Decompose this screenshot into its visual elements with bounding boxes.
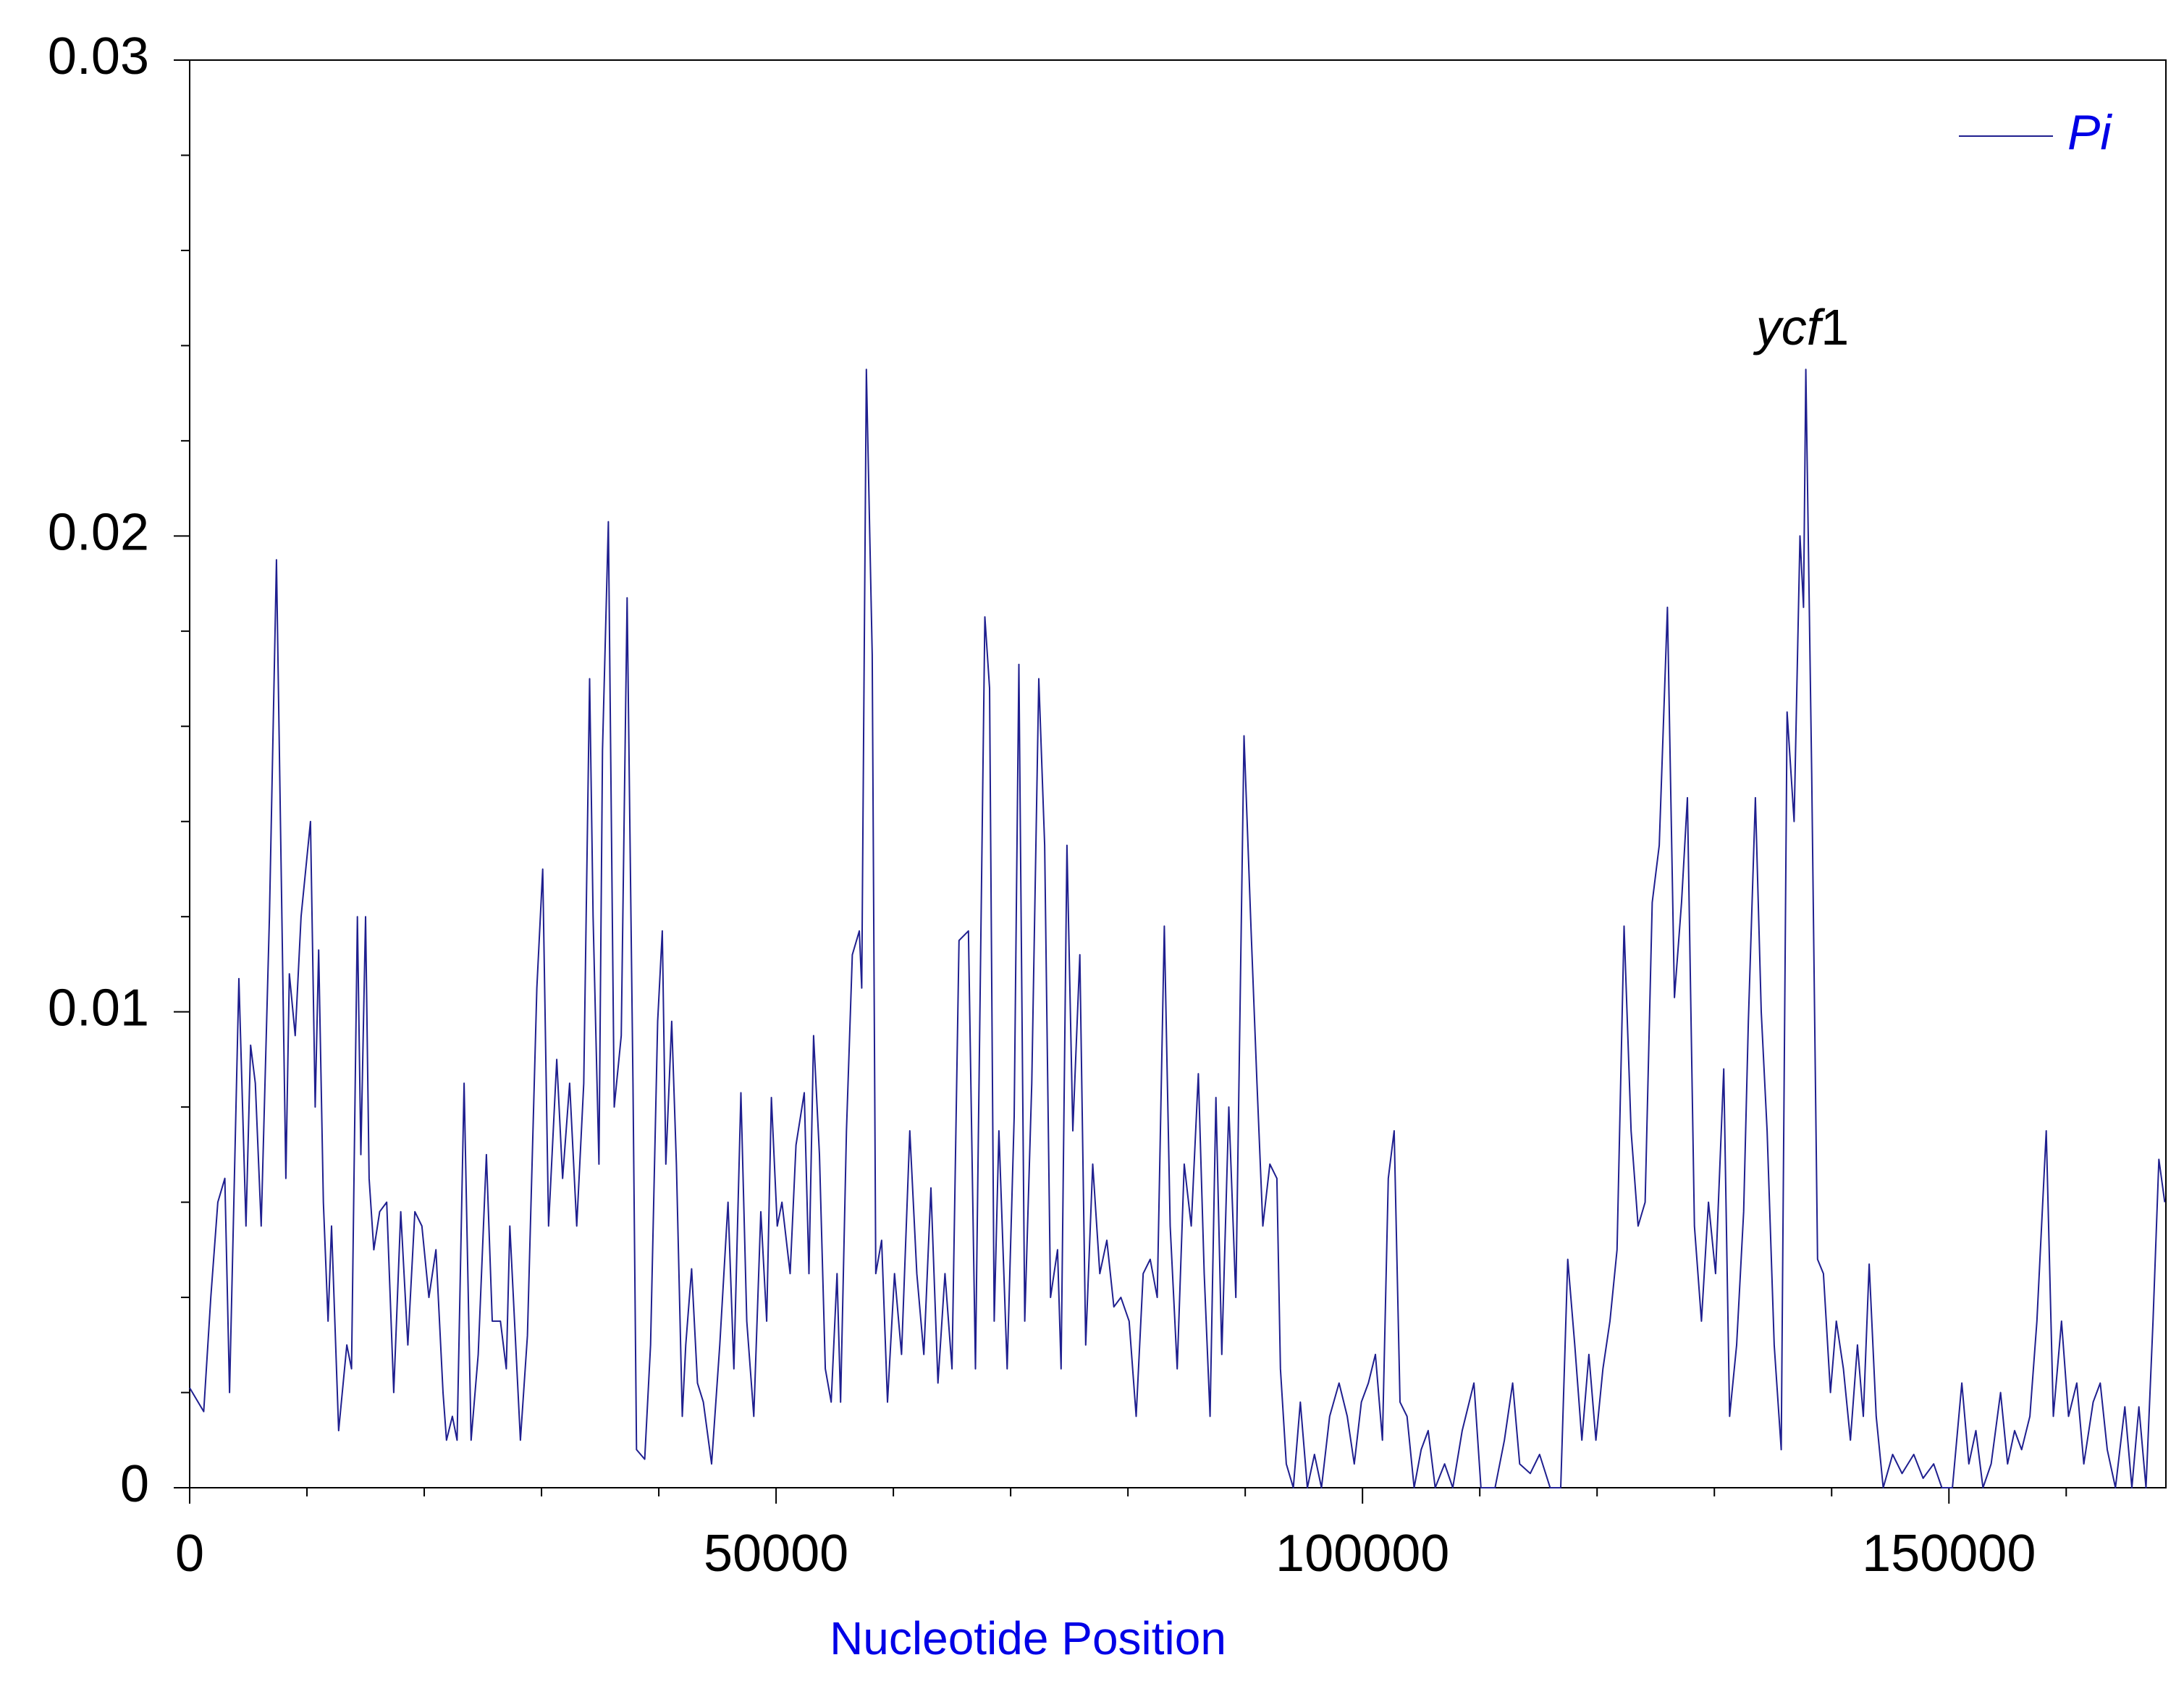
- y-tick-label: 0.02: [48, 503, 149, 561]
- x-tick-label: 150000: [1862, 1525, 2036, 1583]
- x-tick-label: 100000: [1276, 1525, 1449, 1583]
- legend-label: Pi: [2067, 105, 2112, 160]
- y-tick-label: 0.03: [48, 28, 149, 85]
- annotation-part: ycf: [1753, 299, 1826, 355]
- x-tick-label: 0: [175, 1525, 204, 1583]
- annotation: ycf1: [1753, 299, 1849, 355]
- annotation-part: 1: [1821, 299, 1849, 355]
- x-axis-title: Nucleotide Position: [830, 1612, 1226, 1664]
- plot-frame: [189, 59, 2167, 1488]
- x-tick-label: 50000: [704, 1525, 848, 1583]
- y-tick-label: 0: [120, 1455, 149, 1513]
- data-line: [189, 368, 2166, 1488]
- y-tick-label: 0.01: [48, 980, 149, 1037]
